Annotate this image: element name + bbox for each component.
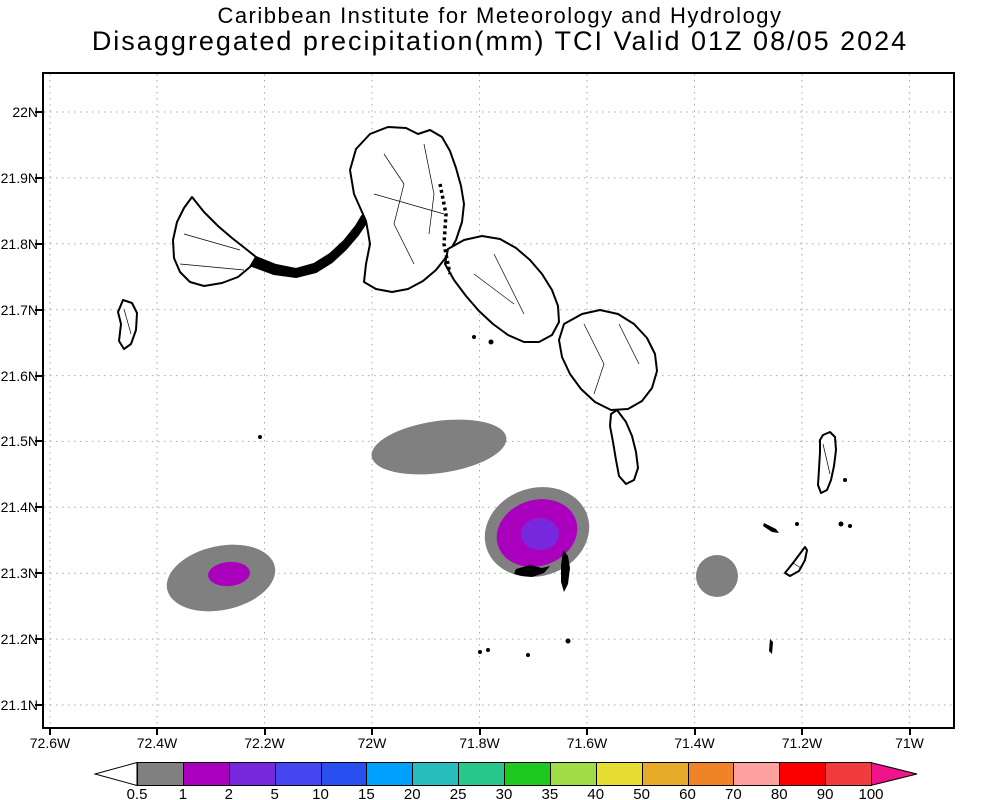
island-providenciales bbox=[172, 196, 257, 287]
lat-tick bbox=[35, 176, 42, 179]
lat-tick bbox=[35, 506, 42, 509]
lat-label: 21.7N bbox=[0, 301, 38, 318]
lon-tick bbox=[156, 729, 158, 735]
precip-cell-west-magenta bbox=[208, 561, 250, 587]
lat-tick bbox=[35, 572, 42, 575]
lon-label: 72.6W bbox=[29, 735, 71, 751]
lon-label: 72W bbox=[357, 735, 387, 751]
colorbar-cell bbox=[412, 762, 460, 786]
colorbar-label: 2 bbox=[224, 786, 233, 800]
lon-tick bbox=[263, 729, 266, 735]
colorbar-label: 100 bbox=[858, 786, 884, 800]
colorbar-over-arrow bbox=[870, 762, 918, 786]
colorbar-cell bbox=[320, 762, 368, 786]
lat-label: 22N bbox=[12, 104, 38, 120]
lon-label: 71W bbox=[895, 735, 924, 751]
island-middle-caicos bbox=[444, 235, 560, 343]
colorbar-label: 40 bbox=[587, 786, 605, 800]
lat-label: 21.2N bbox=[0, 631, 38, 648]
colorbar-cell bbox=[504, 762, 551, 786]
colorbar-cell bbox=[733, 762, 781, 786]
colorbar-cell bbox=[595, 762, 643, 786]
colorbar-cell bbox=[228, 762, 276, 786]
colorbar-cell bbox=[779, 762, 827, 786]
lat-label: 21.1N bbox=[0, 697, 38, 713]
parcel-boundaries bbox=[123, 143, 831, 569]
map-canvas bbox=[44, 74, 953, 727]
colorbar-label: 10 bbox=[312, 786, 329, 800]
lon-label: 71.2W bbox=[781, 735, 823, 751]
island-south-caicos bbox=[609, 409, 639, 485]
colorbar-label: 70 bbox=[725, 786, 742, 800]
colorbar-label: 80 bbox=[770, 786, 788, 800]
colorbar-label: 15 bbox=[358, 786, 375, 800]
colorbar-label: 35 bbox=[541, 786, 559, 800]
lat-tick bbox=[35, 638, 42, 641]
lat-label: 21.9N bbox=[0, 169, 38, 186]
island-east-caicos bbox=[558, 309, 658, 411]
lat-label: 21.8N bbox=[0, 235, 38, 252]
lat-label: 21.6N bbox=[0, 367, 38, 384]
colorbar-label: 0.5 bbox=[126, 786, 148, 800]
lon-tick bbox=[801, 729, 803, 735]
lon-tick bbox=[908, 729, 911, 735]
island-north-caicos bbox=[349, 126, 465, 293]
lat-tick bbox=[35, 308, 42, 311]
lat-tick bbox=[35, 374, 42, 377]
colorbar-cell bbox=[549, 762, 597, 786]
colorbar-under-arrow bbox=[94, 762, 138, 786]
map-plot-border bbox=[42, 72, 955, 729]
colorbar-cell bbox=[825, 762, 872, 786]
lat-label: 21.3N bbox=[0, 565, 38, 582]
title-institute: Caribbean Institute for Meteorology and … bbox=[217, 3, 783, 28]
island-salt-cay bbox=[784, 546, 808, 577]
lon-label: 71.4W bbox=[674, 735, 715, 751]
colorbar-label: 60 bbox=[679, 786, 696, 800]
lon-tick bbox=[693, 729, 696, 735]
lat-tick bbox=[35, 242, 42, 245]
lon-tick bbox=[478, 729, 481, 735]
colorbar-label: 25 bbox=[449, 786, 467, 800]
lon-label: 71.6W bbox=[566, 735, 608, 751]
lat-tick bbox=[35, 704, 42, 706]
colorbar-label: 30 bbox=[495, 786, 513, 800]
island-west-caicos bbox=[117, 299, 138, 350]
colorbar-label: 5 bbox=[270, 786, 279, 800]
lat-label: 21.5N bbox=[0, 433, 38, 450]
island-cay-chain bbox=[251, 215, 367, 278]
precipitation-contours bbox=[166, 419, 738, 612]
colorbar-label: 20 bbox=[403, 786, 421, 800]
precip-cell-central-purple bbox=[521, 518, 559, 550]
colorbar-label: 50 bbox=[633, 786, 650, 800]
colorbar-label: 90 bbox=[816, 786, 834, 800]
colorbar-cell bbox=[641, 762, 689, 786]
lon-tick bbox=[371, 729, 373, 735]
lat-tick bbox=[35, 440, 42, 443]
colorbar-label: 1 bbox=[178, 786, 188, 800]
lat-label: 21.4N bbox=[0, 499, 38, 516]
lon-label: 72.4W bbox=[136, 735, 178, 751]
precip-cell-north-central-gray bbox=[371, 419, 507, 475]
colorbar-cell bbox=[182, 762, 230, 786]
colorbar-cell bbox=[366, 762, 414, 786]
coastlines bbox=[117, 126, 837, 577]
precip-cell-east-gray bbox=[696, 555, 738, 597]
colorbar-cell bbox=[274, 762, 322, 786]
lon-tick bbox=[49, 729, 51, 735]
colorbar-cell bbox=[458, 762, 505, 786]
title-product: Disaggregated precipitation(mm) TCI Vali… bbox=[91, 26, 909, 56]
lat-tick bbox=[35, 111, 42, 113]
lon-label: 71.8W bbox=[459, 735, 500, 751]
colorbar-cell bbox=[687, 762, 735, 786]
colorbar-cell bbox=[137, 762, 184, 786]
lon-tick bbox=[586, 729, 588, 735]
lon-label: 72.2W bbox=[244, 735, 285, 751]
small-cays bbox=[258, 335, 852, 657]
grid-lines bbox=[44, 74, 953, 727]
